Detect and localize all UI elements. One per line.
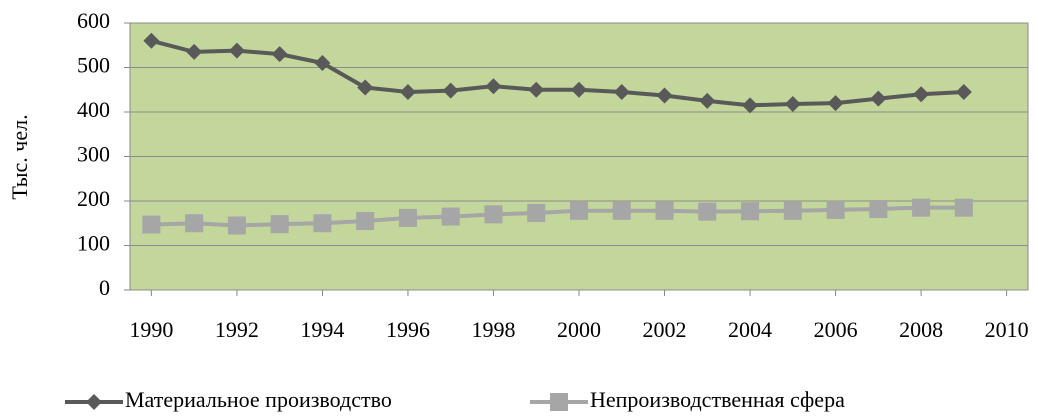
marker xyxy=(185,214,204,233)
x-tick-label: 2002 xyxy=(643,317,687,342)
x-tick-label: 2010 xyxy=(985,317,1029,342)
y-tick-label: 200 xyxy=(77,186,110,211)
marker xyxy=(356,212,375,231)
legend-marker xyxy=(86,394,102,410)
marker xyxy=(827,95,844,112)
marker xyxy=(528,81,545,98)
marker xyxy=(442,82,459,99)
y-tick-label: 600 xyxy=(77,8,110,33)
marker xyxy=(912,198,931,217)
x-tick-label: 2004 xyxy=(728,317,772,342)
x-tick-label: 1998 xyxy=(471,317,515,342)
marker xyxy=(228,42,245,59)
marker xyxy=(314,55,331,72)
marker xyxy=(656,87,673,104)
marker xyxy=(955,83,972,100)
y-tick-label: 500 xyxy=(77,53,110,78)
marker xyxy=(143,32,160,49)
marker xyxy=(186,43,203,60)
marker xyxy=(399,83,416,100)
marker xyxy=(271,46,288,63)
marker xyxy=(954,198,973,217)
y-tick-label: 300 xyxy=(77,142,110,167)
y-tick-label: 0 xyxy=(99,275,110,300)
legend-label: Материальное производство xyxy=(125,387,392,412)
marker xyxy=(698,202,717,221)
marker xyxy=(484,205,503,224)
marker xyxy=(313,214,332,233)
marker xyxy=(485,78,502,95)
legend-item: Материальное производство xyxy=(65,387,392,412)
marker xyxy=(699,92,716,109)
x-tick-label: 1994 xyxy=(300,317,344,342)
y-tick-label: 400 xyxy=(77,97,110,122)
marker xyxy=(570,201,588,220)
marker xyxy=(571,81,587,98)
marker xyxy=(741,202,760,221)
marker xyxy=(870,90,887,107)
x-tick-label: 2006 xyxy=(814,317,858,342)
marker xyxy=(742,97,759,114)
marker xyxy=(612,201,631,220)
marker xyxy=(357,79,374,96)
legend-marker xyxy=(550,393,568,411)
marker xyxy=(142,215,161,234)
legend-label: Непроизводственная сфера xyxy=(590,387,845,412)
marker xyxy=(398,208,417,227)
marker xyxy=(613,83,630,100)
y-axis-label: Тыс. чел. xyxy=(7,114,32,199)
marker xyxy=(826,200,845,219)
marker xyxy=(655,201,674,220)
marker xyxy=(527,204,546,223)
marker xyxy=(913,86,930,103)
x-tick-label: 1996 xyxy=(386,317,430,342)
x-tick-label: 2008 xyxy=(899,317,943,342)
marker xyxy=(869,200,888,219)
x-tick-label: 1990 xyxy=(129,317,173,342)
x-tick-label: 1992 xyxy=(215,317,259,342)
legend-item: Непроизводственная сфера xyxy=(530,387,845,412)
marker xyxy=(784,95,801,112)
marker xyxy=(227,216,246,235)
marker xyxy=(270,215,289,234)
y-tick-label: 100 xyxy=(77,231,110,256)
marker xyxy=(441,207,460,226)
marker xyxy=(783,201,802,220)
x-tick-label: 2000 xyxy=(557,317,601,342)
